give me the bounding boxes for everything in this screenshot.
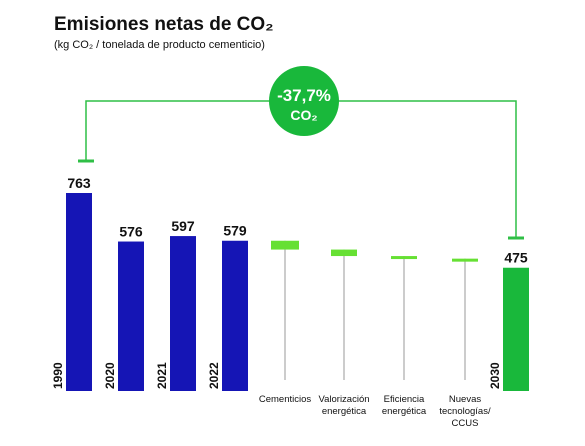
lever-label-3-line-1: Eficiencia [384, 394, 425, 405]
value-label-2021: 597 [171, 218, 195, 234]
value-label-1990: 763 [67, 175, 91, 191]
lever-label-3-line-2: energética [382, 406, 427, 417]
lever-label-2-line-1: Valorización [318, 394, 369, 405]
bar-2022 [222, 240, 248, 391]
chart-subtitle: (kg CO₂ / tonelada de producto cementici… [54, 39, 265, 51]
year-label-2020: 2020 [103, 362, 117, 389]
lever-bar-1 [271, 240, 299, 250]
lever-bar-2 [331, 249, 357, 257]
lever-label-2-line-2: energética [322, 406, 367, 417]
bar-2021 [170, 236, 196, 391]
value-label-2020: 576 [119, 224, 143, 240]
lever-bar-4 [452, 258, 478, 262]
year-label-1990: 1990 [51, 362, 65, 389]
reduction-value: -37,7% [277, 86, 331, 105]
year-label-2030: 2030 [488, 362, 502, 389]
lever-label-4-line-3: CCUS [452, 418, 479, 429]
chart-title: Emisiones netas de CO₂ [54, 14, 274, 35]
value-label-2030: 475 [504, 250, 528, 266]
reduction-circle [269, 66, 339, 136]
year-label-2021: 2021 [155, 362, 169, 389]
bar-2030 [503, 267, 529, 391]
bar-2020 [118, 241, 144, 391]
lever-label-1-line-1: Cementicios [259, 394, 312, 405]
lever-label-4-line-2: tecnologías/ [439, 406, 491, 417]
reduction-unit: CO₂ [290, 107, 317, 123]
year-label-2022: 2022 [207, 362, 221, 389]
lever-bar-3 [391, 256, 417, 260]
bar-1990 [66, 193, 92, 391]
lever-label-4-line-1: Nuevas [449, 394, 481, 405]
value-label-2022: 579 [223, 223, 247, 239]
